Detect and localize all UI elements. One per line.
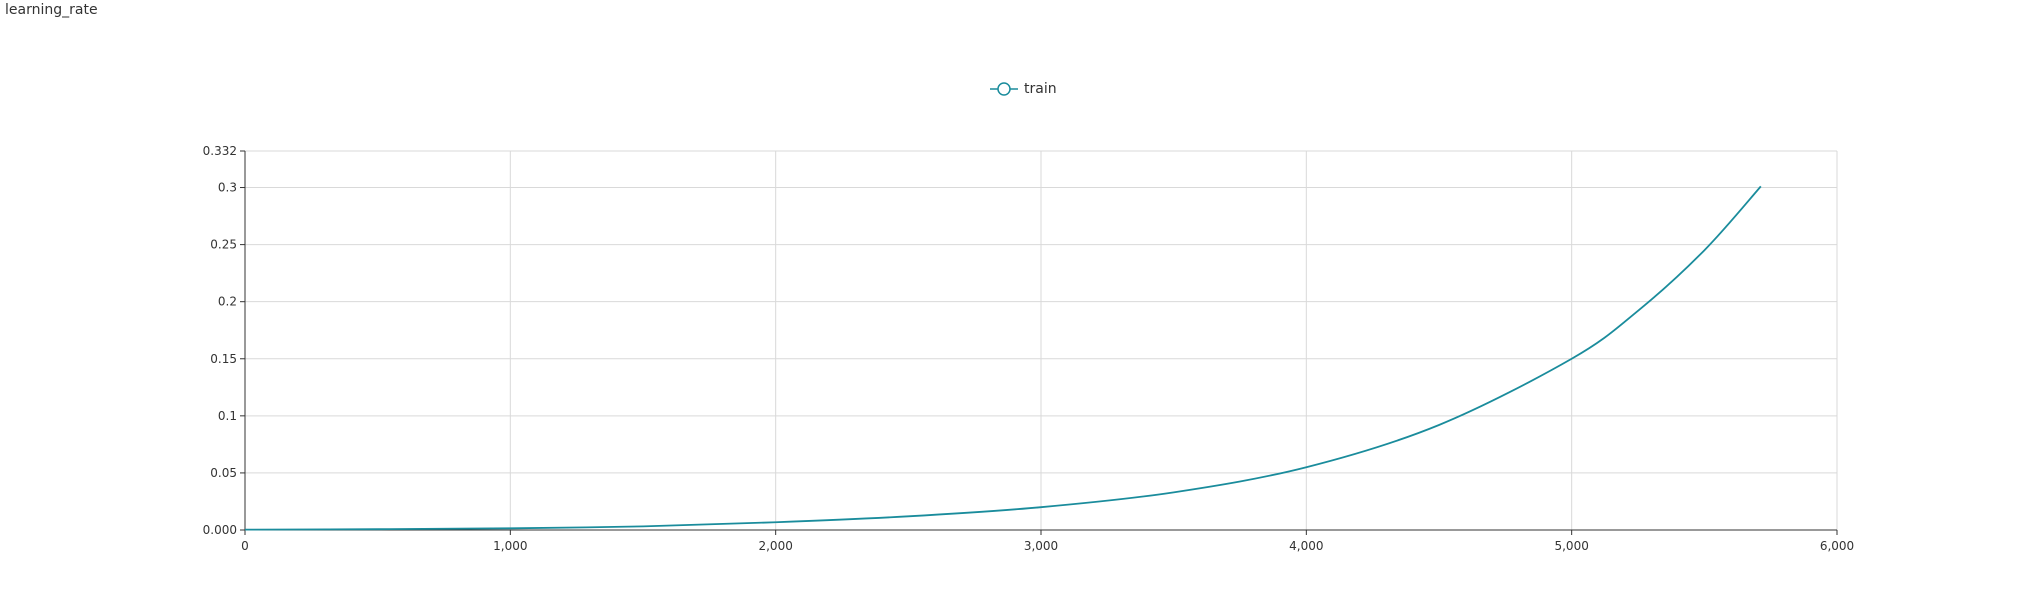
y-tick-label: 0.2 xyxy=(218,295,237,309)
x-tick-label: 3,000 xyxy=(1024,539,1058,553)
y-tick-label: 0.3 xyxy=(218,181,237,195)
series-line-train xyxy=(244,185,1762,531)
x-tick-label: 5,000 xyxy=(1554,539,1588,553)
legend-label: train xyxy=(1024,81,1057,97)
y-tick-label: 0.15 xyxy=(210,352,237,366)
x-tick-label: 6,000 xyxy=(1820,539,1854,553)
legend-line-circle-icon xyxy=(990,82,1018,96)
x-tick-label: 1,000 xyxy=(493,539,527,553)
y-tick-label: 0.000 xyxy=(203,523,237,537)
y-tick-label: 0.05 xyxy=(210,466,237,480)
y-tick-label: 0.332 xyxy=(203,144,237,158)
chart-title: learning_rate xyxy=(5,2,98,18)
legend-item-train[interactable]: train xyxy=(990,80,1057,98)
y-tick-label: 0.25 xyxy=(210,238,237,252)
x-tick-label: 4,000 xyxy=(1289,539,1323,553)
y-tick-label: 0.1 xyxy=(218,409,237,423)
x-tick-label: 0 xyxy=(241,539,249,553)
x-tick-label: 2,000 xyxy=(758,539,792,553)
